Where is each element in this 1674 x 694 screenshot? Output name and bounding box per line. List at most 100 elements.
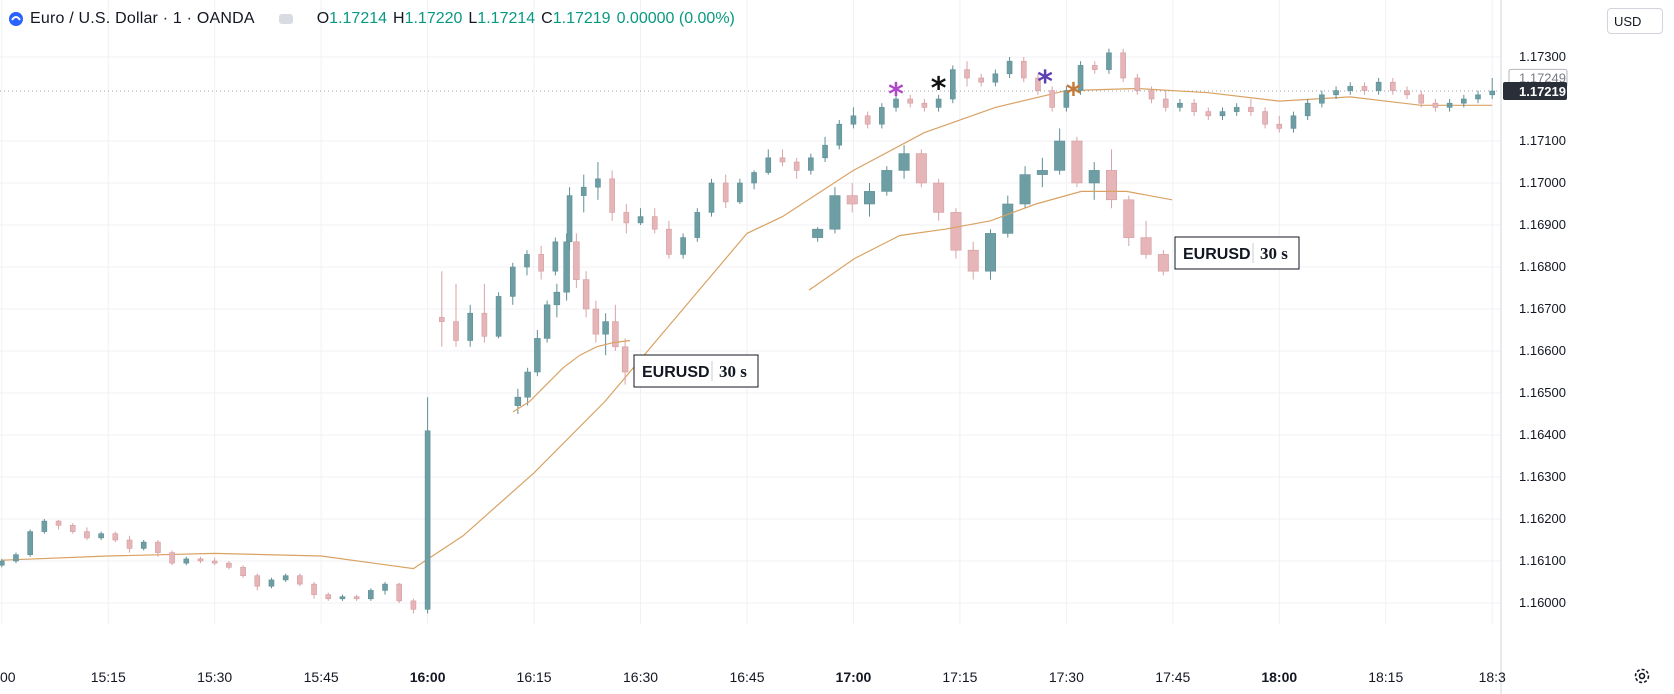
price-axis-label: 1.16100 — [1519, 553, 1566, 568]
inset-moving-average — [808, 190, 1173, 291]
candle — [126, 539, 133, 549]
candle — [850, 115, 857, 125]
candle — [1134, 77, 1141, 91]
price-axis-label: 1.16600 — [1519, 343, 1566, 358]
candle — [1020, 60, 1027, 79]
candle — [1177, 102, 1183, 108]
candle — [1219, 111, 1226, 117]
candle — [268, 579, 275, 587]
logo-icon — [9, 12, 23, 26]
open-value: 1.17214 — [329, 10, 388, 27]
candle — [1262, 111, 1268, 125]
inset-candle — [612, 321, 619, 348]
candle — [524, 254, 530, 268]
time-axis-label: 18:3 — [1479, 669, 1506, 685]
inset-label-symbol: EURUSD — [1183, 246, 1251, 263]
candle — [1276, 123, 1283, 129]
inset-candle — [915, 153, 927, 184]
candle — [950, 69, 956, 100]
candle — [893, 98, 899, 108]
time-axis-label: 15:15 — [91, 669, 126, 685]
inset-candle — [602, 321, 609, 335]
inset-label-interval: 30 s — [719, 362, 747, 381]
candle — [1461, 98, 1467, 104]
candle — [509, 266, 516, 297]
candle — [226, 562, 232, 568]
candle — [453, 321, 459, 341]
symbol-title[interactable]: Euro / U.S. Dollar · 1 · OANDA — [30, 10, 255, 27]
candle — [580, 186, 587, 196]
inset-label-box — [633, 354, 759, 388]
inset-candle — [621, 346, 629, 373]
candle — [1162, 98, 1169, 108]
inset-candle — [514, 396, 522, 406]
candle — [1120, 52, 1126, 79]
inset-candle — [881, 170, 893, 192]
inset-candle — [1036, 170, 1048, 175]
inset-label-symbol: EURUSD — [642, 364, 710, 381]
settings-gear-icon[interactable] — [1632, 666, 1652, 686]
price-axis-label: 1.16500 — [1519, 385, 1566, 400]
candle — [353, 596, 360, 600]
time-axis-label: 17:45 — [1155, 669, 1190, 685]
candle — [424, 430, 431, 610]
candle — [935, 98, 942, 108]
price-axis-label: 1.16400 — [1519, 427, 1566, 442]
time-axis-label: 15:45 — [304, 669, 339, 685]
current-price-tag-bg — [1503, 82, 1567, 101]
candle — [325, 594, 332, 600]
candle — [737, 182, 743, 203]
price-axis-label: 1.17300 — [1519, 49, 1566, 64]
price-axis-label: 1.16800 — [1519, 259, 1566, 274]
inset-candle — [563, 241, 570, 293]
candle — [1205, 111, 1212, 117]
candle — [1319, 94, 1325, 104]
eye-toggle-icon[interactable] — [278, 14, 293, 24]
time-axis-label: 15:30 — [197, 669, 232, 685]
candle — [1333, 90, 1339, 96]
candle — [98, 533, 104, 539]
inset-candle — [1054, 140, 1066, 171]
inset-candle — [1002, 203, 1014, 234]
inset-candle — [553, 291, 561, 306]
inset-candle — [950, 212, 962, 251]
candle — [1304, 102, 1311, 117]
inset-moving-average — [512, 339, 631, 413]
candle — [1390, 81, 1396, 91]
star-marker: * — [1066, 78, 1082, 113]
candle — [410, 600, 417, 610]
candle — [765, 157, 772, 173]
candle — [1489, 90, 1495, 96]
candle — [396, 583, 403, 602]
inset-candle — [582, 279, 590, 310]
candle — [1361, 86, 1368, 91]
candle — [55, 520, 62, 526]
candle — [595, 178, 601, 188]
inset-label: EURUSD 30 s — [633, 354, 759, 388]
price-axis-label: 1.17000 — [1519, 175, 1566, 190]
inset-candle — [573, 241, 580, 280]
candle — [211, 560, 218, 564]
inset-candle — [1157, 254, 1169, 272]
candle — [978, 77, 984, 83]
candle — [155, 541, 161, 553]
inset-label-interval: 30 s — [1260, 244, 1288, 263]
inset-candle — [898, 153, 910, 171]
candle — [637, 216, 644, 224]
inset-label-box — [1174, 236, 1300, 270]
time-axis-label: 00 — [0, 669, 16, 685]
candle — [112, 533, 119, 541]
candle — [864, 115, 871, 125]
time-axis-label: 16:45 — [729, 669, 764, 685]
inset-candle — [1123, 199, 1135, 238]
candle — [297, 575, 303, 585]
candle — [1006, 60, 1013, 75]
candle — [495, 296, 502, 337]
inset-candle — [933, 182, 945, 213]
star-marker: * — [1037, 65, 1053, 100]
candle — [282, 575, 289, 581]
currency-button[interactable]: USD — [1607, 8, 1663, 34]
time-axis-label: 17:00 — [836, 669, 872, 685]
inset-candle — [1140, 237, 1152, 255]
